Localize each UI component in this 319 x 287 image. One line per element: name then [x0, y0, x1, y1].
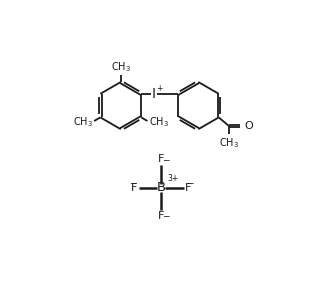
Text: CH$_3$: CH$_3$ [219, 136, 239, 150]
Text: F: F [185, 183, 191, 193]
Text: CH$_3$: CH$_3$ [149, 115, 169, 129]
Text: I: I [152, 87, 156, 101]
Text: +: + [156, 84, 162, 93]
Text: CH$_3$: CH$_3$ [73, 115, 93, 129]
Text: −: − [186, 179, 194, 188]
Text: 3+: 3+ [167, 174, 179, 183]
Text: B: B [157, 181, 166, 194]
Text: F: F [158, 154, 164, 164]
Text: −: − [161, 156, 169, 164]
Text: F: F [131, 183, 137, 193]
Text: O: O [244, 121, 253, 131]
Text: −: − [161, 211, 169, 220]
Text: −: − [129, 179, 136, 188]
Text: CH$_3$: CH$_3$ [111, 60, 131, 74]
Text: F: F [158, 212, 164, 222]
